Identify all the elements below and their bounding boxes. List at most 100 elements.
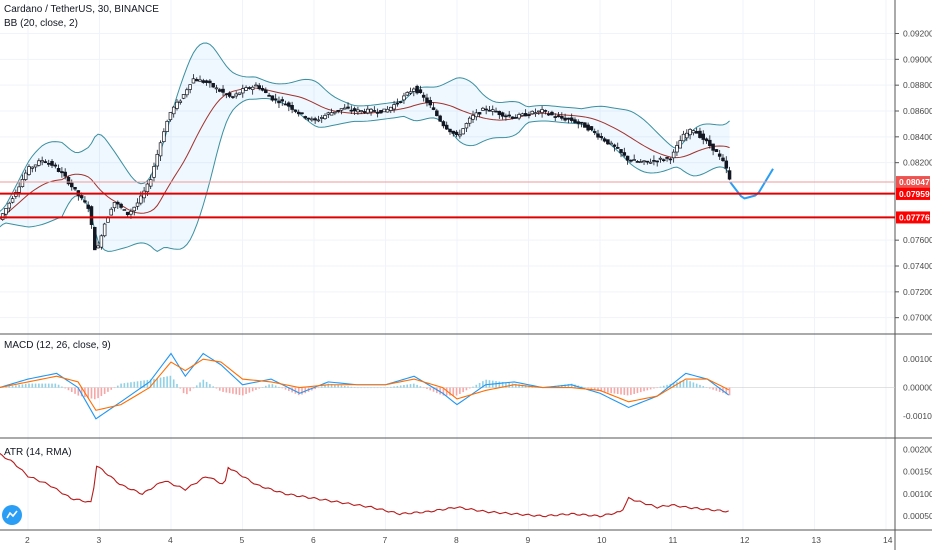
- candle-body: [287, 102, 291, 107]
- candle-body: [671, 151, 676, 159]
- candle-body: [444, 124, 449, 130]
- macd-histogram-bar: [695, 383, 698, 388]
- macd-histogram-bar: [77, 387, 80, 396]
- candle-body: [500, 112, 505, 117]
- macd-histogram-bar: [725, 387, 728, 395]
- macd-histogram-bar: [659, 386, 662, 388]
- macd-histogram-bar: [406, 384, 409, 388]
- macd-histogram-bar: [432, 387, 435, 392]
- candle-body: [389, 106, 393, 111]
- candle-body: [204, 80, 209, 83]
- macd-tick-label: 0.00100: [903, 354, 932, 364]
- macd-histogram-bar: [593, 387, 596, 391]
- candle-body: [418, 89, 423, 94]
- macd-histogram-bar: [590, 387, 593, 390]
- macd-histogram-bar: [607, 387, 609, 393]
- candle-body: [527, 114, 531, 117]
- candle-body: [589, 126, 594, 130]
- macd-histogram-bar: [465, 387, 468, 391]
- atr-tick-label: 0.00150: [903, 467, 932, 477]
- horizontal-levels[interactable]: [0, 181, 895, 219]
- candle-body: [145, 183, 150, 193]
- candle-body: [514, 117, 518, 119]
- macd-histogram-bar: [501, 381, 504, 388]
- candle-body: [625, 155, 630, 161]
- macd-histogram-bar: [353, 387, 356, 388]
- candle-body: [556, 115, 561, 118]
- macd-histogram-bar: [143, 380, 145, 388]
- candle-body: [171, 106, 176, 115]
- candle-body: [349, 109, 354, 112]
- candle-body: [652, 160, 656, 162]
- macd-histogram-bar: [64, 387, 66, 389]
- macd-histogram-bar: [235, 387, 238, 395]
- candle-body: [181, 94, 186, 99]
- macd-histogram-bar: [258, 387, 261, 389]
- candle-body: [537, 110, 541, 113]
- candle-body: [701, 133, 705, 140]
- candle-body: [53, 164, 58, 167]
- candle-body: [339, 108, 344, 111]
- macd-histogram-bar: [478, 382, 481, 388]
- macd-histogram-bar: [232, 387, 234, 394]
- macd-indicator-label: MACD (12, 26, close, 9): [4, 340, 111, 351]
- candle-body: [198, 79, 202, 82]
- macd-histogram-bar: [136, 381, 139, 388]
- candle-body: [73, 186, 77, 190]
- macd-histogram-bar: [304, 387, 307, 394]
- candle-body: [579, 121, 584, 124]
- candle-body: [119, 203, 123, 208]
- macd-histogram-bar: [274, 385, 277, 388]
- candle-body: [494, 110, 498, 113]
- time-axis[interactable]: 2 3 4 5 6 7 8 9 10 11 12 13 14: [25, 535, 893, 545]
- macd-tick-label: 0.00000: [903, 383, 932, 393]
- macd-histogram-bar: [485, 379, 487, 388]
- candle-body: [4, 208, 8, 215]
- macd-histogram-bar: [399, 385, 402, 388]
- macd-histogram-bar: [222, 387, 224, 392]
- candle-body: [523, 113, 528, 117]
- macd-histogram-bar: [54, 383, 57, 388]
- candle-body: [208, 80, 212, 84]
- macd-histogram-bar: [186, 387, 188, 395]
- macd-histogram-bar: [189, 387, 191, 392]
- macd-histogram-bar: [347, 386, 349, 388]
- macd-histogram-bar: [439, 387, 441, 395]
- macd-histogram-bar: [498, 381, 501, 388]
- atr-pane: [0, 452, 729, 518]
- candle-body: [602, 138, 607, 142]
- candle-body: [310, 118, 314, 121]
- candle-body: [474, 112, 479, 118]
- macd-histogram-bar: [176, 384, 178, 388]
- macd-histogram-bar: [123, 383, 126, 388]
- macd-histogram-bar: [413, 383, 415, 388]
- macd-histogram-bar: [251, 387, 254, 392]
- candle-body: [412, 88, 416, 92]
- macd-histogram-bar: [416, 384, 418, 388]
- macd-histogram-bar: [202, 379, 205, 388]
- candle-body: [566, 117, 571, 120]
- candle-body: [313, 118, 317, 121]
- macd-histogram-bar: [93, 387, 96, 400]
- candle-body: [471, 115, 475, 120]
- macd-histogram-bar: [672, 383, 675, 388]
- candle-body: [435, 110, 439, 117]
- macd-histogram-bar: [117, 385, 119, 388]
- macd-histogram-bar: [656, 387, 658, 389]
- price-tick-label: 0.07000: [903, 313, 932, 323]
- price-axis[interactable]: 0.09200 0.09000 0.08800 0.08600 0.08400 0.082…: [895, 29, 932, 522]
- macd-histogram-bar: [297, 387, 300, 396]
- tradingview-logo-icon[interactable]: [2, 505, 22, 525]
- candle-body: [553, 116, 557, 118]
- candle-body: [7, 202, 12, 209]
- macd-histogram-bar: [334, 384, 336, 388]
- macd-histogram-bar: [662, 385, 665, 388]
- time-tick-label: 14: [883, 535, 893, 545]
- macd-histogram-bar: [580, 386, 583, 388]
- price-tick-label: 0.09000: [903, 54, 932, 64]
- candle-body: [540, 109, 544, 113]
- macd-histogram-bar: [179, 387, 182, 389]
- candle-body: [402, 95, 406, 101]
- macd-histogram-bar: [265, 385, 267, 388]
